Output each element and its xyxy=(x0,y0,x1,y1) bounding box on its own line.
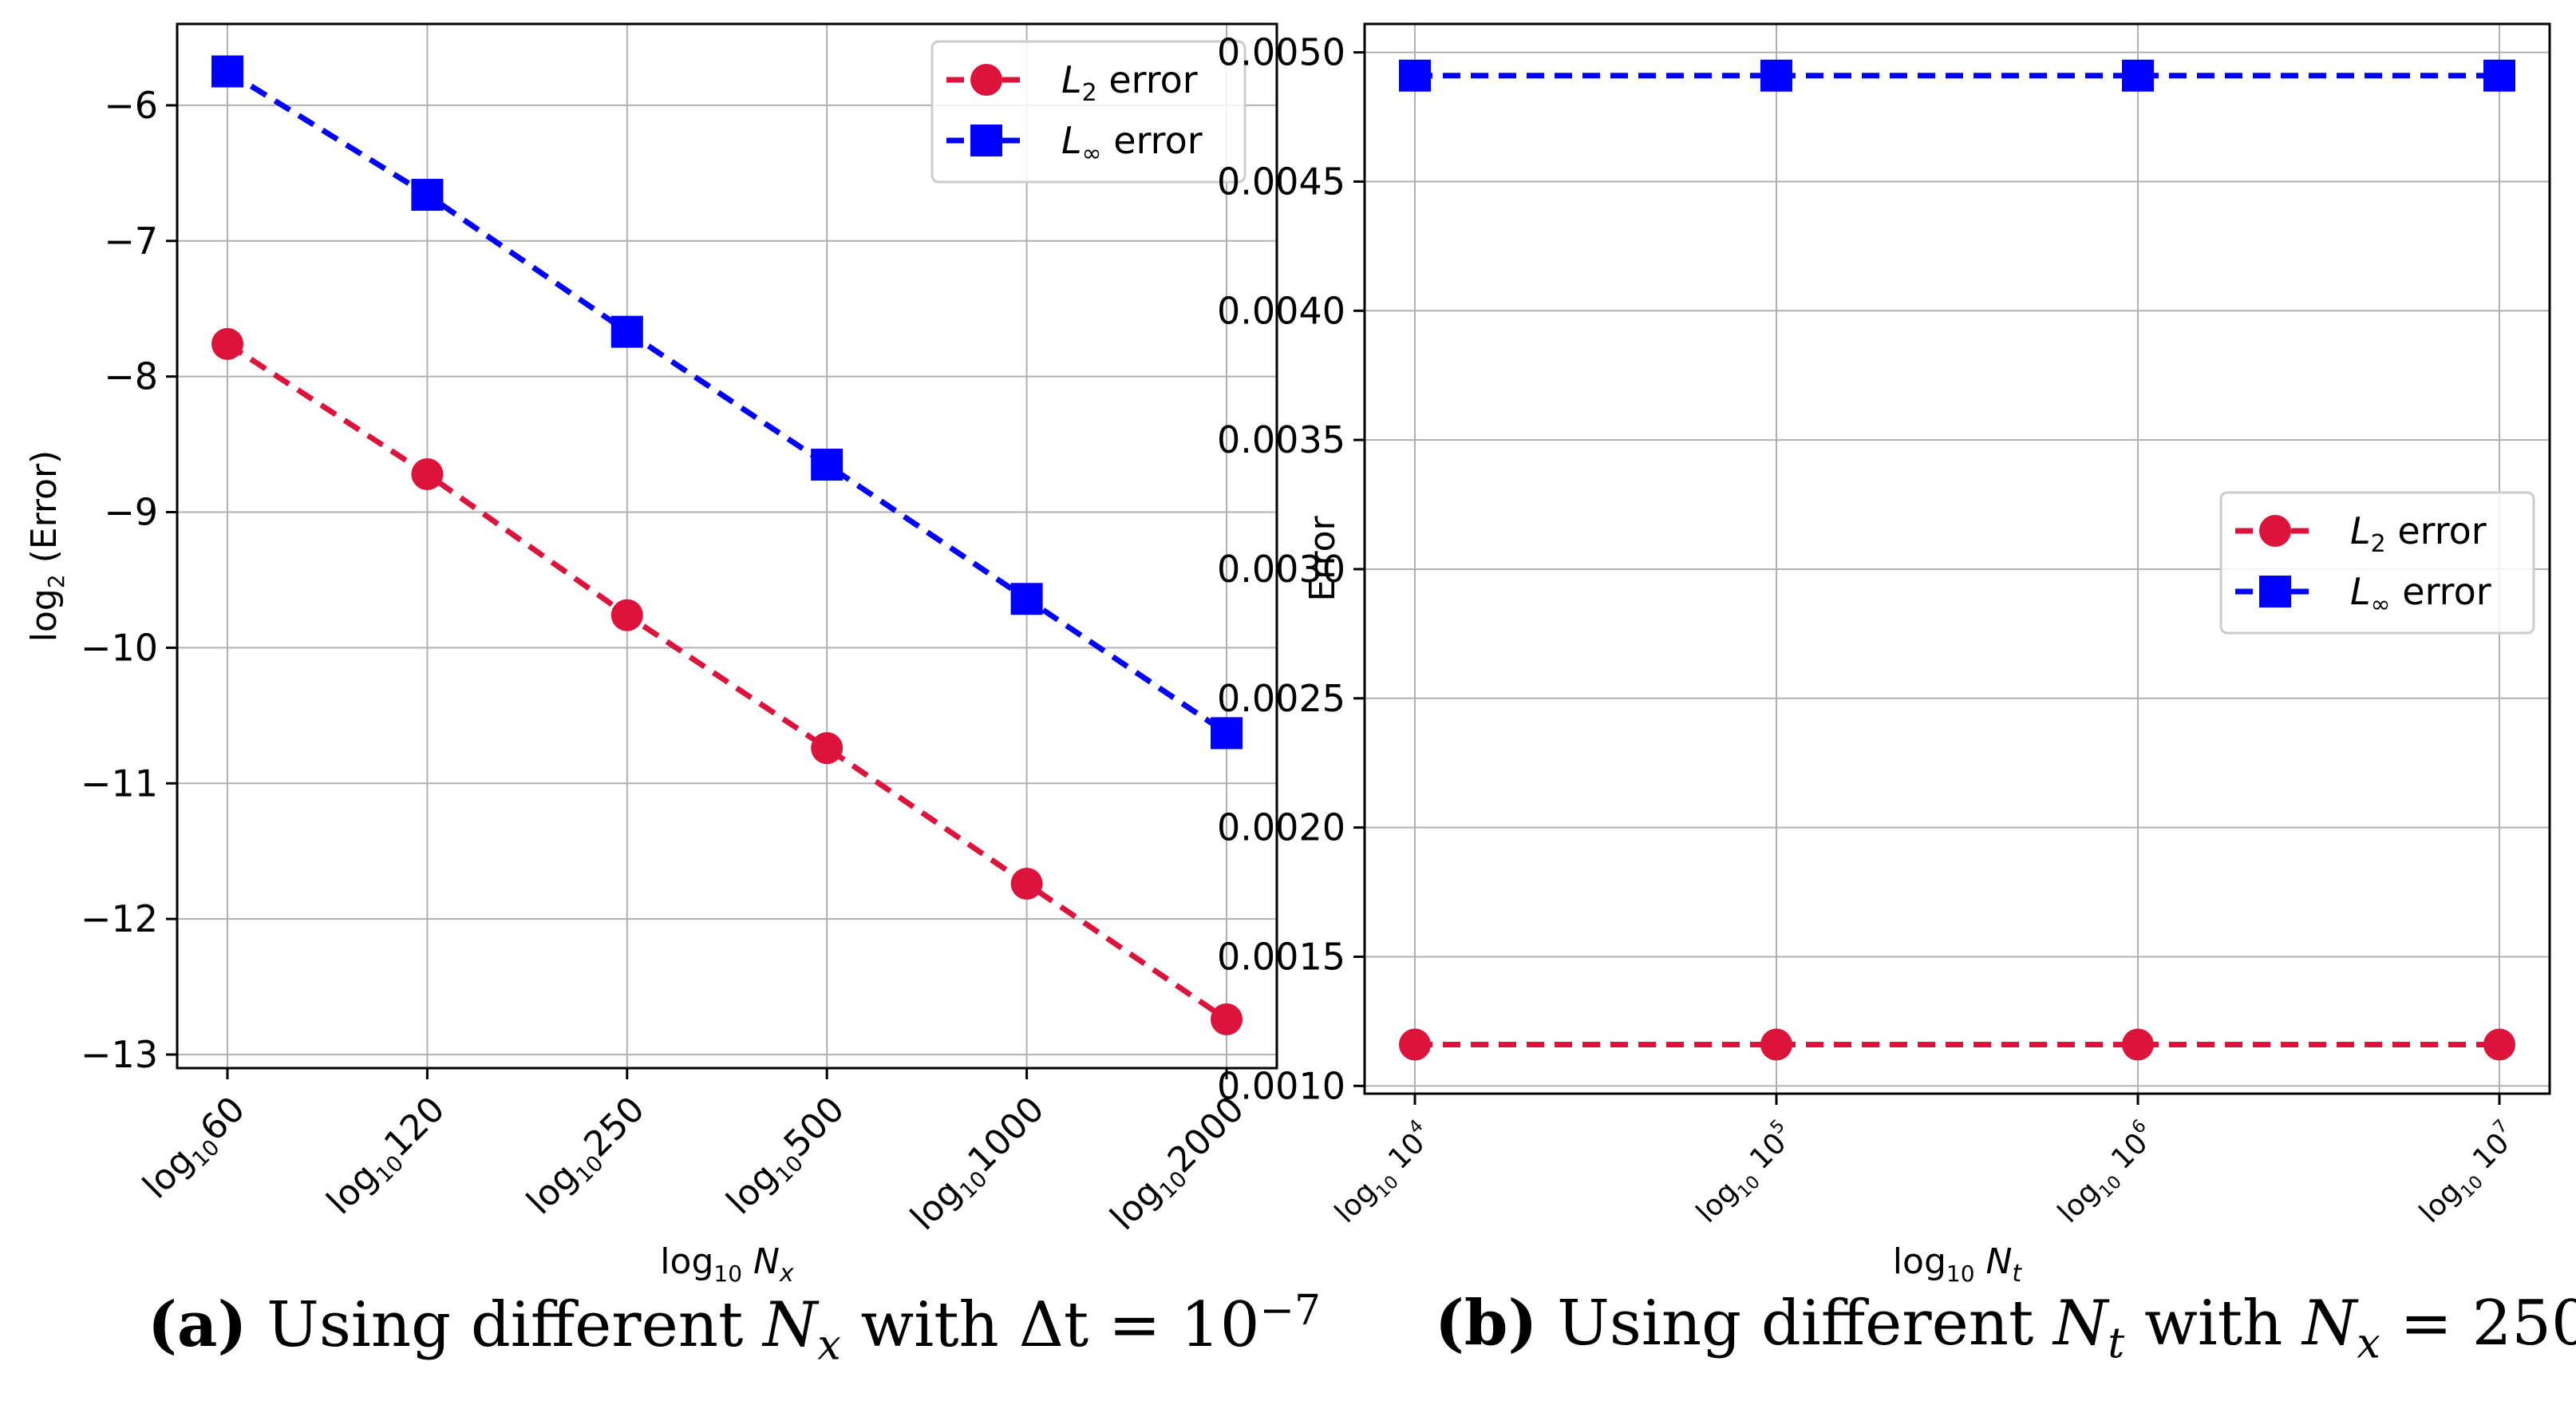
panel-a-legend-marker xyxy=(970,64,1002,96)
panel-a-series-1-point xyxy=(211,55,243,88)
panel-b-ylabel: Error xyxy=(1302,515,1343,601)
caption-b-text: Using different xyxy=(1557,1288,2034,1359)
panel-a-series-1-point xyxy=(811,449,844,481)
panel-a-ytick-label: −7 xyxy=(104,220,158,263)
caption-b-var-sub: t xyxy=(2108,1320,2125,1368)
panel-b-ytick-label: 0.0030 xyxy=(1217,548,1345,591)
panel-b-xtick-label: log10 105 xyxy=(1687,1115,1805,1233)
panel-b-ytick-label: 0.0010 xyxy=(1217,1064,1345,1107)
panel-b-ytick-label: 0.0040 xyxy=(1217,289,1345,332)
panel-b-xlabel: log10 Nt xyxy=(1893,1241,2023,1288)
panel-a-legend xyxy=(930,40,1247,184)
panel-a-series-1-point xyxy=(1010,583,1043,615)
panel-a-xtick-label: log1060 xyxy=(135,1089,256,1210)
panel-a-xlabel: log10 Nx xyxy=(660,1241,794,1288)
panel-b-series-0-point xyxy=(1399,1028,1431,1061)
panel-a-chart: −6 −7 −8 −9 −10 −11 −12 −13 log1060 log10120 log10… xyxy=(24,22,1278,1288)
panel-b-xtick-label: log10 106 xyxy=(2049,1115,2167,1233)
panel-b-ytick-label: 0.0025 xyxy=(1217,677,1345,720)
panel-b-ytick-label: 0.0045 xyxy=(1217,160,1345,203)
panel-b-ytick-label: 0.0020 xyxy=(1217,806,1345,849)
panel-b-frame xyxy=(1363,22,2551,1095)
caption-b: (b) Using different Nt with Nx = 250 xyxy=(1435,1287,2576,1368)
panel-a-series-0-point xyxy=(610,599,643,631)
panel-b-series-0-point xyxy=(2483,1028,2515,1061)
panel-a-series-0-point xyxy=(211,327,243,360)
panel-a-ytick-label: −13 xyxy=(81,1033,158,1076)
panel-a-legend-marker xyxy=(970,125,1002,156)
caption-b-eq: = xyxy=(2400,1288,2452,1359)
panel-b-xtick-label: log10 107 xyxy=(2410,1115,2528,1233)
panel-a-series-0-point xyxy=(1211,1003,1243,1035)
panel-a-xtick-label: log10120 xyxy=(319,1089,456,1226)
panel-a-ytick-label: −11 xyxy=(81,762,158,805)
panel-b-legend-marker xyxy=(2259,515,2291,547)
panel-a-xtick-label: log10500 xyxy=(719,1089,856,1226)
panel-a-series-0-point xyxy=(411,457,444,490)
panel-a-ytick-label: −9 xyxy=(104,491,158,534)
panel-b-legend xyxy=(2219,491,2535,635)
panel-a-ytick-label: −6 xyxy=(104,84,158,127)
panel-a-xtick-label: log10250 xyxy=(519,1089,656,1226)
panel-a-series-0-line xyxy=(226,341,1228,1022)
caption-a-var-sub: x xyxy=(817,1321,841,1370)
panel-a-ytick-label: −8 xyxy=(104,355,158,398)
panel-b-xtick-label: log10 104 xyxy=(1326,1115,1444,1233)
caption-a-mid: with xyxy=(860,1289,999,1361)
panel-b-legend-label: L2 error xyxy=(2350,509,2487,558)
caption-b-rhs-sub: x xyxy=(2357,1320,2380,1368)
panel-b-chart: 0.0010 0.0015 0.0020 0.0025 0.0030 0.0035 0.00… xyxy=(1217,22,2551,1288)
panel-b-series-1-point xyxy=(1399,59,1431,92)
caption-a-rhs: Δt xyxy=(1018,1289,1089,1361)
caption-b-value: 250 xyxy=(2471,1288,2576,1359)
panel-a-series-0-point xyxy=(1010,867,1043,900)
panel-a-xtick-label: log102000 xyxy=(1103,1089,1255,1241)
panel-b-legend-marker xyxy=(2259,576,2291,608)
caption-a-var: N xyxy=(763,1289,818,1361)
caption-a-exp: −7 xyxy=(1259,1287,1322,1335)
panel-b-legend-label: L∞ error xyxy=(2350,570,2491,619)
panel-b-ytick-label: 0.0035 xyxy=(1217,418,1345,461)
panel-a-series-1-line xyxy=(226,69,1228,736)
panel-b-ytick-label: 0.0015 xyxy=(1217,935,1345,978)
caption-a: (a) Using different Nx with Δt = 10−7 xyxy=(148,1287,1321,1370)
panel-a-series-1-point xyxy=(411,179,444,212)
panel-a-series-0-point xyxy=(811,732,844,765)
panel-a-series-1-point xyxy=(610,315,643,348)
panel-a-series-1-point xyxy=(1211,717,1243,750)
panel-a-legend-label: L∞ error xyxy=(1061,119,1203,168)
panel-a-legend-label: L2 error xyxy=(1061,58,1198,107)
panel-a-ytick-label: −10 xyxy=(81,626,158,669)
panel-b-ytick-label: 0.0050 xyxy=(1217,31,1345,74)
panel-b-series-1-point xyxy=(2483,59,2515,92)
panel-a-ytick-label: −12 xyxy=(81,897,158,940)
caption-a-value: 10 xyxy=(1180,1289,1260,1361)
panel-b-series-1-point xyxy=(1760,59,1792,92)
caption-b-mid: with xyxy=(2144,1288,2283,1359)
panel-a-xtick-label: log101000 xyxy=(903,1089,1055,1241)
panel-a-frame xyxy=(176,22,1278,1070)
caption-a-text: Using different xyxy=(267,1289,744,1361)
caption-b-rhs: N xyxy=(2302,1288,2357,1359)
panel-a-ylabel: log2 (Error) xyxy=(24,450,69,642)
panel-b-series-0-point xyxy=(2122,1028,2154,1061)
caption-a-eq: = xyxy=(1108,1289,1161,1361)
caption-b-label: (b) xyxy=(1435,1287,1538,1359)
panel-b-series-1-point xyxy=(2122,59,2154,92)
caption-b-var: N xyxy=(2053,1288,2108,1359)
caption-a-label: (a) xyxy=(148,1288,247,1361)
panel-b-series-0-point xyxy=(1760,1028,1792,1061)
